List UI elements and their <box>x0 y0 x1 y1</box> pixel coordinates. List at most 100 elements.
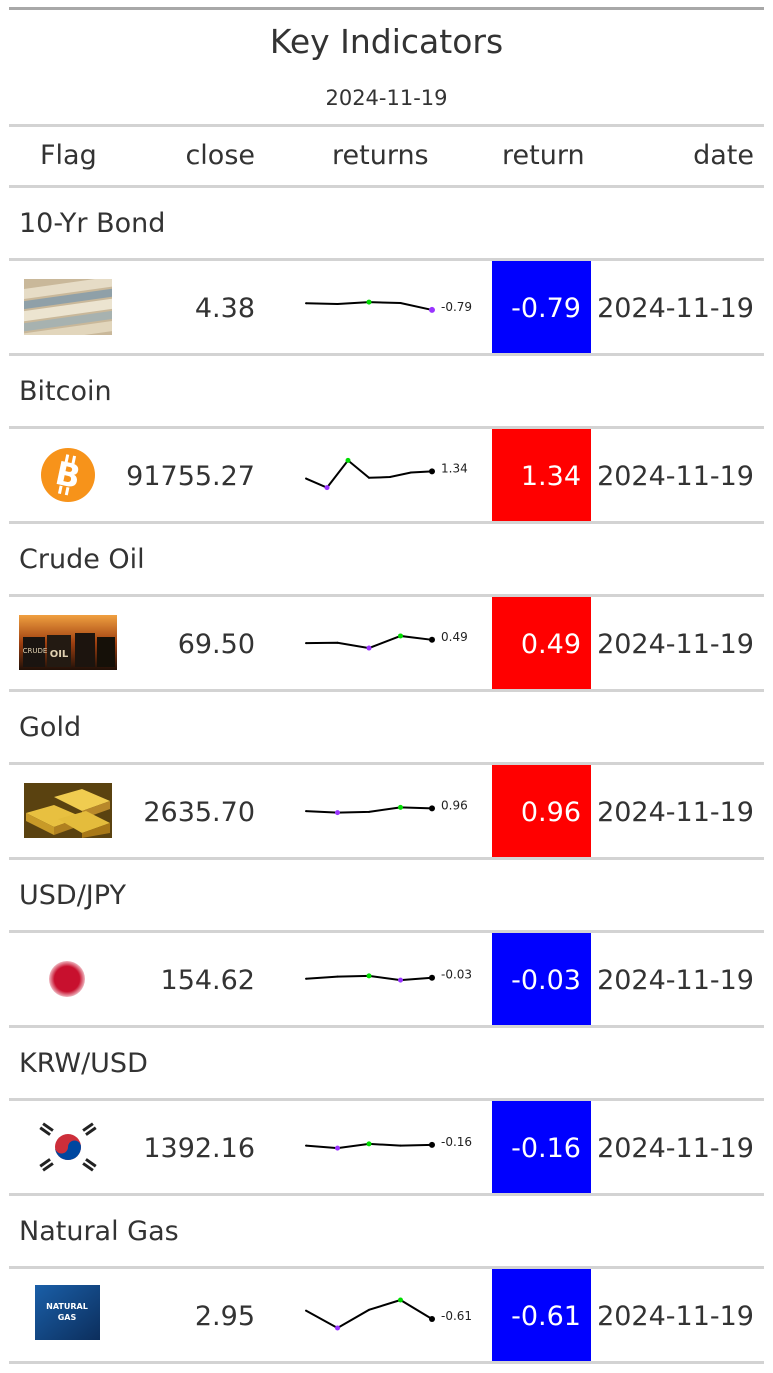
sparkline-point <box>366 1141 372 1147</box>
sparkline-end-label: -0.16 <box>441 1135 472 1149</box>
return-value: -0.79 <box>492 261 591 353</box>
returns-sparkline: 1.34 <box>305 457 468 491</box>
row-bottom-rule <box>9 689 764 692</box>
sparkline-point <box>410 471 412 474</box>
table-title: Key Indicators <box>269 22 504 61</box>
sparkline-end-label: 0.49 <box>441 630 468 644</box>
sparkline-point <box>305 302 307 305</box>
sparkline-point <box>366 645 372 651</box>
sparkline-point <box>335 1325 340 1331</box>
return-value: -0.61 <box>492 1269 591 1361</box>
sparkline-point <box>429 974 435 981</box>
row-top-rule <box>9 594 764 597</box>
sparkline-point <box>399 1144 402 1147</box>
column-header-date: date <box>693 140 754 171</box>
close-value: 1392.16 <box>143 1133 255 1164</box>
sparkline-point <box>429 468 435 475</box>
sparkline-point <box>305 477 307 480</box>
sparkline-point <box>398 633 403 639</box>
sparkline-point <box>305 977 307 980</box>
column-header-close: close <box>185 140 255 171</box>
sparkline-point <box>429 306 435 313</box>
group-label: 10-Yr Bond <box>19 208 166 239</box>
close-value: 154.62 <box>160 965 255 996</box>
sparkline-end-label: 1.34 <box>441 461 468 475</box>
row-bottom-rule <box>9 1361 764 1364</box>
returns-sparkline: 0.49 <box>305 630 468 651</box>
group-label: Crude Oil <box>19 544 145 575</box>
table-row: 2635.70 0.96 0.96 2024-11-19 <box>0 765 773 857</box>
close-value: 69.50 <box>177 629 255 660</box>
group-label: KRW/USD <box>19 1048 148 1079</box>
return-value: 0.96 <box>492 765 591 857</box>
return-value: -0.16 <box>492 1101 591 1193</box>
row-bottom-rule <box>9 521 764 524</box>
sparkline-point <box>399 302 402 305</box>
sparkline-point <box>368 476 370 479</box>
sparkline-point <box>368 810 370 813</box>
sparkline-point <box>366 973 372 979</box>
header-top-rule <box>9 124 764 127</box>
sparkline-point <box>305 810 307 813</box>
return-value: 0.49 <box>492 597 591 689</box>
table-row: NATURAL GAS 2.95 -0.61 -0.61 2024-11-19 <box>0 1269 773 1361</box>
row-top-rule <box>9 762 764 765</box>
row-top-rule <box>9 1098 764 1101</box>
row-bottom-rule <box>9 857 764 860</box>
close-value: 91755.27 <box>126 461 255 492</box>
sparkline-point <box>366 299 372 305</box>
sparkline-point <box>398 804 403 810</box>
sparkline-path <box>305 458 433 489</box>
sparkline-point <box>335 1145 340 1151</box>
close-value: 2635.70 <box>143 797 255 828</box>
table-row: CRUDE OIL 69.50 0.49 0.49 2024-11-19 <box>0 597 773 689</box>
row-top-rule <box>9 258 764 261</box>
row-bottom-rule <box>9 1025 764 1028</box>
row-bottom-rule <box>9 353 764 356</box>
date-value: 2024-11-19 <box>597 965 754 996</box>
table-top-border <box>9 7 764 10</box>
column-header-return: return <box>502 140 585 171</box>
sparkline-point <box>305 642 307 645</box>
column-header-flag: Flag <box>40 140 97 171</box>
returns-sparkline: -0.03 <box>305 968 472 983</box>
svg-text:CRUDE: CRUDE <box>23 647 48 655</box>
sparkline-point <box>345 457 351 463</box>
row-top-rule <box>9 930 764 933</box>
row-top-rule <box>9 1266 764 1269</box>
sparkline-point <box>429 636 435 643</box>
table-row: 1392.16 -0.16 -0.16 2024-11-19 <box>0 1101 773 1193</box>
returns-sparkline: -0.16 <box>305 1135 472 1151</box>
return-value: -0.03 <box>492 933 591 1025</box>
returns-sparkline: -0.79 <box>305 299 472 314</box>
date-value: 2024-11-19 <box>597 1301 754 1332</box>
sparkline-point <box>324 485 330 491</box>
sparkline-point <box>336 302 339 305</box>
sparkline-end-label: -0.61 <box>441 1309 472 1323</box>
column-header-returns: returns <box>332 140 429 171</box>
svg-text:OIL: OIL <box>50 649 69 660</box>
sparkline-point <box>429 805 435 812</box>
date-value: 2024-11-19 <box>597 629 754 660</box>
sparkline-point <box>305 1309 307 1312</box>
sparkline-point <box>336 975 339 978</box>
date-value: 2024-11-19 <box>597 293 754 324</box>
sparkline-end-label: 0.96 <box>441 798 468 812</box>
returns-sparkline: -0.61 <box>305 1297 472 1331</box>
table-row: 154.62 -0.03 -0.03 2024-11-19 <box>0 933 773 1025</box>
sparkline-point <box>336 641 339 644</box>
date-value: 2024-11-19 <box>597 797 754 828</box>
sparkline-end-label: -0.79 <box>441 300 472 314</box>
group-label: Gold <box>19 712 82 743</box>
sparkline-end-label: -0.03 <box>441 968 472 982</box>
row-bottom-rule <box>9 1193 764 1196</box>
close-value: 2.95 <box>194 1301 255 1332</box>
group-label: Natural Gas <box>19 1216 179 1247</box>
sparkline-point <box>429 1315 435 1322</box>
table-row: 4.38 -0.79 -0.79 2024-11-19 <box>0 261 773 353</box>
sparkline-path <box>305 1298 433 1330</box>
date-value: 2024-11-19 <box>597 1133 754 1164</box>
table-row: B 91755.27 1.34 1.34 2024-11-19 <box>0 429 773 521</box>
sparkline-point <box>398 977 403 983</box>
row-top-rule <box>9 426 764 429</box>
